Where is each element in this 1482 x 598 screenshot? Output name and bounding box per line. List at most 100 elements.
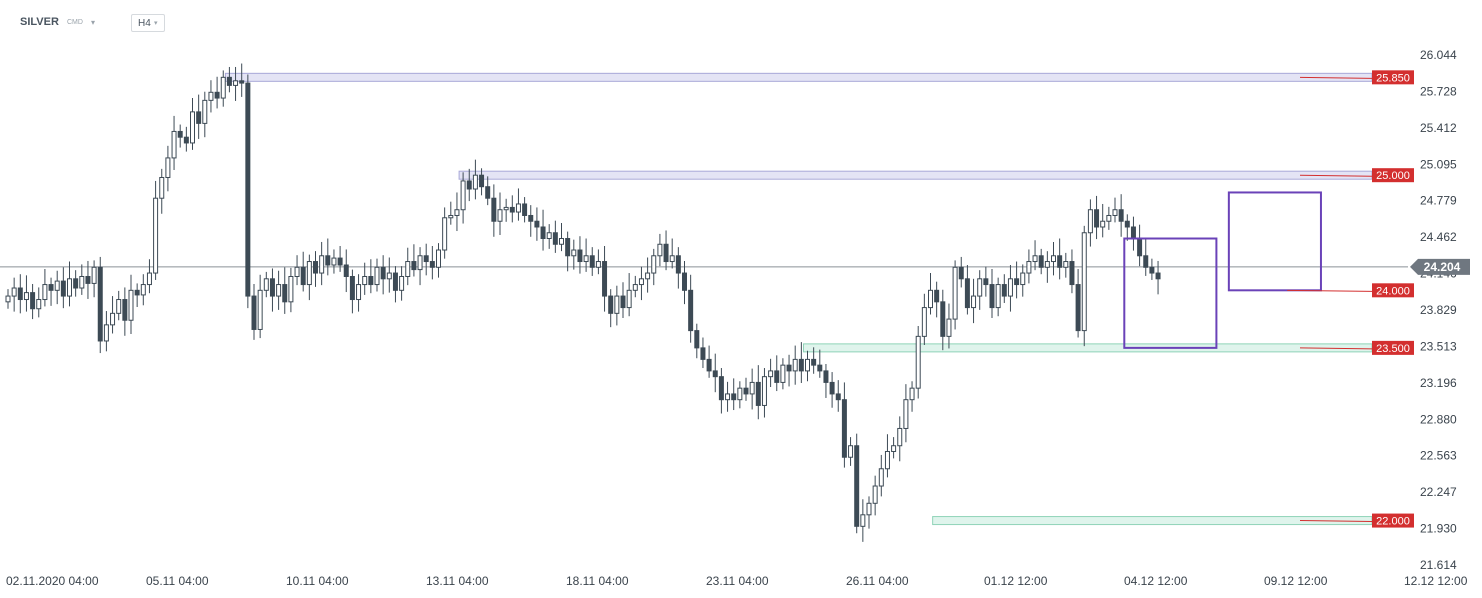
candle-bullish — [5, 295, 11, 303]
candle-bullish — [294, 266, 300, 277]
candle-bullish — [399, 275, 405, 291]
chevron-down-icon[interactable]: ▾ — [91, 18, 96, 27]
y-tick-label: 24.462 — [1420, 230, 1457, 244]
candle-bearish — [343, 264, 349, 277]
candle-bearish — [1094, 209, 1100, 228]
candle-bearish — [1124, 220, 1130, 228]
candle-bearish — [983, 278, 989, 286]
candle-bullish — [583, 255, 589, 263]
candle-bearish — [466, 180, 472, 190]
candle-bullish — [165, 157, 171, 178]
level-label-bg — [1372, 340, 1414, 355]
candle-bullish — [503, 206, 509, 211]
candle-bullish — [146, 272, 152, 286]
candle-bullish — [306, 261, 312, 286]
candle-bearish — [1137, 238, 1143, 257]
candle-bearish — [694, 330, 700, 349]
candle-bearish — [682, 272, 687, 291]
candle-bearish — [522, 203, 528, 216]
candle-bearish — [700, 347, 706, 360]
candle-bullish — [405, 261, 411, 277]
candle-bullish — [42, 284, 48, 301]
candle-bearish — [540, 226, 546, 240]
level-label-bg — [1372, 513, 1414, 528]
current-price-label: 24.204 — [1424, 260, 1461, 274]
candle-bearish — [282, 284, 288, 303]
candle-bearish — [85, 275, 91, 284]
candle-bearish — [829, 381, 835, 395]
candle-bearish — [602, 261, 608, 297]
candle-bearish — [589, 255, 595, 268]
candle-bearish — [48, 284, 54, 291]
candle-bearish — [30, 292, 36, 310]
candle-bearish — [491, 197, 497, 222]
candle-bullish — [54, 280, 60, 291]
candle-bearish — [934, 289, 940, 303]
level-label: 24.000 — [1376, 285, 1410, 297]
candle-bullish — [848, 445, 854, 458]
candle-bearish — [675, 255, 681, 274]
candle-bullish — [23, 292, 29, 301]
candle-bullish — [909, 387, 915, 401]
candle-bullish — [11, 287, 17, 297]
x-tick-label: 18.11 04:00 — [566, 574, 629, 588]
candle-bullish — [362, 275, 368, 286]
candle-bullish — [1051, 255, 1056, 263]
y-tick-label: 23.829 — [1420, 303, 1457, 317]
x-tick-label: 01.12 12:00 — [984, 574, 1048, 588]
candle-bullish — [356, 284, 362, 301]
level-connector — [1299, 347, 1373, 350]
candle-bearish — [313, 261, 318, 274]
candle-bullish — [614, 295, 620, 314]
candle-bullish — [1112, 209, 1118, 216]
candle-bullish — [417, 255, 423, 271]
candle-bearish — [718, 376, 724, 401]
candle-bullish — [128, 289, 134, 321]
candle-bullish — [460, 180, 466, 211]
candle-bullish — [946, 318, 952, 337]
candle-bullish — [331, 257, 337, 266]
candle-bullish — [761, 376, 767, 406]
x-tick-label: 02.11.2020 04:00 — [6, 574, 99, 588]
candle-bearish — [337, 257, 343, 266]
level-label: 23.500 — [1376, 343, 1410, 355]
candle-bearish — [712, 370, 718, 378]
candle-bullish — [559, 238, 564, 245]
candle-bullish — [891, 445, 897, 452]
candle-bullish — [208, 91, 214, 101]
candle-bearish — [841, 399, 847, 458]
candle-bearish — [17, 287, 23, 301]
candle-bearish — [1038, 255, 1044, 268]
candle-bullish — [657, 243, 663, 257]
y-tick-label: 22.247 — [1420, 485, 1457, 499]
candle-bearish — [1143, 255, 1149, 268]
candle-bullish — [866, 502, 872, 516]
x-tick-label: 04.12 12:00 — [1124, 574, 1188, 588]
y-tick-label: 25.728 — [1420, 84, 1457, 98]
candle-bearish — [577, 249, 583, 263]
candle-bullish — [1020, 272, 1026, 286]
level-label: 22.000 — [1376, 516, 1410, 528]
candle-bullish — [190, 111, 195, 144]
y-tick-label: 25.095 — [1420, 157, 1457, 171]
x-tick-label: 10.11 04:00 — [286, 574, 349, 588]
candle-bearish — [269, 278, 275, 297]
candle-bearish — [1155, 272, 1161, 280]
candle-bearish — [97, 266, 103, 342]
candle-bullish — [903, 399, 909, 429]
candle-bearish — [183, 136, 189, 144]
candle-bearish — [134, 289, 140, 296]
instrument-symbol[interactable]: SILVER — [20, 16, 59, 28]
candle-bearish — [60, 280, 66, 297]
candle-bearish — [731, 393, 737, 401]
candle-bearish — [239, 80, 245, 84]
current-price-tag — [1410, 258, 1470, 275]
candle-bearish — [429, 261, 435, 268]
timeframe-selector[interactable]: H4 ▾ — [131, 14, 165, 32]
x-tick-label: 26.11 04:00 — [846, 574, 909, 588]
candle-bearish — [989, 284, 995, 309]
candle-bearish — [1118, 209, 1124, 222]
candle-bullish — [79, 275, 85, 289]
x-tick-label: 09.12 12:00 — [1264, 574, 1328, 588]
